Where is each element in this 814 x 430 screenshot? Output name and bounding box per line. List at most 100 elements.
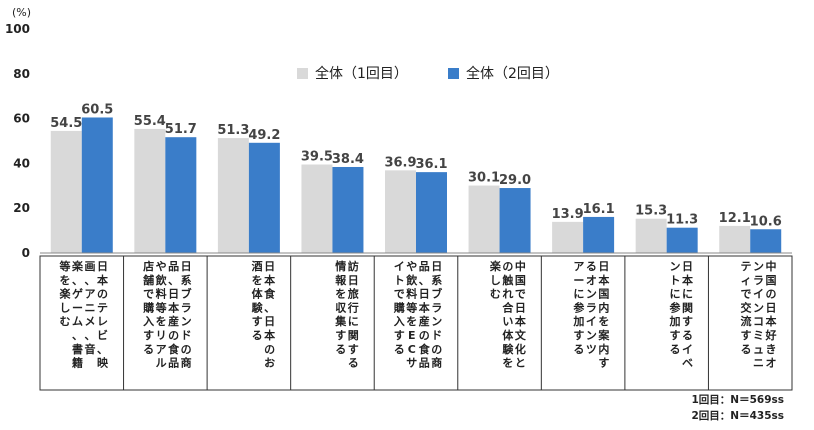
category-label-char: い [502,315,513,328]
category-label-char: の [264,343,275,356]
y-tick-label: 0 [22,246,30,260]
data-label: 54.5 [50,116,82,131]
category-label-char: ア [156,343,167,356]
category-label-char: E [408,329,416,342]
category-label-char: で [741,288,752,301]
category-label-char: オ [586,274,597,287]
category-label-char: ア [573,260,584,273]
category-label-char: ゲ [72,287,83,301]
category-label-char: す [741,329,752,342]
category-label-char: 本 [766,314,777,328]
category-label-char: す [252,315,263,328]
category-label-char: 日 [515,301,526,314]
category-label-char: す [335,329,346,342]
category-label-char: ニ [85,301,96,314]
category-label-char: 報 [335,273,347,287]
category-label-char: で [394,288,405,301]
category-label-char: す [682,315,693,328]
bar [332,166,364,253]
category-label-char: 商 [181,356,192,370]
category-label-char: ト [669,274,680,287]
category-label-char: イ [753,288,764,301]
category-label-char: ィ [741,274,752,287]
category-label-char: を [252,274,263,287]
category-label-char: ミ [753,329,764,342]
category-label-char: レ [97,315,108,328]
category-label-char: ン [753,260,764,273]
bar [248,142,280,253]
category-label-char: 触 [501,273,513,287]
category-label-char: 楽 [489,259,502,273]
category-label-char: 食 [264,287,276,301]
category-label-char: 品 [168,260,179,273]
category-label-char: 、 [72,329,83,342]
unit-label: (%) [12,6,31,19]
data-label: 51.7 [165,122,197,137]
category-label-char: の [97,288,108,301]
category-label-char: 加 [668,314,680,328]
category-label-char: 日 [181,260,192,273]
bar [301,164,333,253]
category-box: 日本のテレビ、映画、アニメ、音楽、ゲーム、書籍等を楽しむ日系ブランドの商品、日本… [39,255,793,391]
category-label-char: 中 [766,259,777,273]
category-label-char: 日 [419,288,430,301]
data-label: 29.0 [499,173,531,188]
category-label-char: 系 [181,273,192,287]
category-label-char: る [143,343,154,356]
category-label-char: ベ [682,357,693,370]
data-label: 36.1 [415,157,447,172]
category-label-char: に [669,288,680,301]
category-label-char: る [348,357,359,370]
bar [165,137,197,253]
category-label-char: 国 [598,288,609,301]
category-label-char: 品 [419,357,430,370]
category-label-char: ー [573,274,584,287]
category-label-char: テ [97,301,108,314]
category-label-char: 日 [97,260,108,273]
category-label-char: イ [682,343,693,356]
category-label-char: 日 [264,260,275,273]
category-label-char: 日 [168,288,179,301]
category-label-char: ー [72,301,83,314]
category-label-char: ツ [586,343,597,356]
category-label-char: リ [156,329,167,342]
category-label-char: る [573,343,584,356]
bar [583,216,615,253]
category-label-char: 舗 [142,273,154,287]
data-label: 55.4 [134,114,166,129]
category-label-char: 品 [168,357,179,370]
y-tick-label: 80 [13,67,30,81]
category-label-char: 本 [682,273,693,287]
category-label-char: で [143,288,154,301]
bar [385,170,416,253]
category-label-char: ト [394,274,405,287]
y-tick-label: 60 [13,112,30,126]
category-label-char: 入 [143,315,154,328]
legend-label: 全体（2回目） [466,65,559,82]
category-label-char: オ [766,357,777,370]
category-label-char: 料 [406,287,417,301]
category-label-char: る [252,329,263,342]
category-label-char: に [573,288,584,301]
category-label-char: 、 [419,274,430,287]
category-label-char: き [766,343,777,356]
category-label-char: を [60,274,71,287]
category-label-char: を [598,315,609,328]
bars [40,117,792,254]
bar [81,117,113,253]
category-label-char: 入 [394,315,405,328]
data-label: 16.1 [583,202,615,217]
y-axis: 0 20 40 60 80 100 [5,22,30,260]
category-label-char: 日 [766,301,777,314]
category-label-char: 映 [97,356,109,370]
category-label-char: 験 [502,342,514,356]
category-label-char: の [502,260,513,273]
category-label-char: 好 [765,328,777,342]
category-label-char: イ [394,260,405,273]
category-label-char: を [502,357,513,370]
category-label-char: を [335,288,346,301]
category-label-char: 飲 [155,273,168,287]
category-label-char: 関 [348,329,359,342]
category-label-char: れ [502,288,513,301]
category-label-char: ビ [97,328,108,342]
